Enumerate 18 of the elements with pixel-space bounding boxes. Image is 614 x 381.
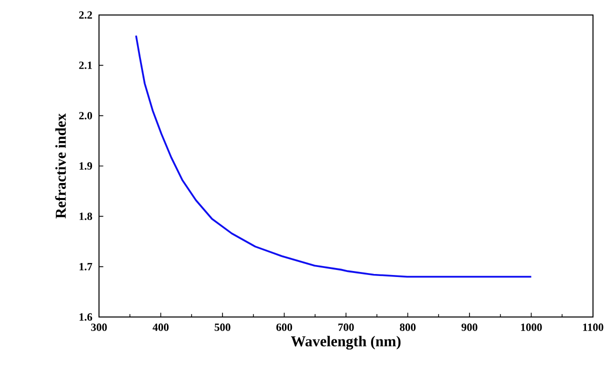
- x-tick-label: 700: [338, 324, 354, 331]
- y-tick-label: 1.9: [80, 162, 92, 170]
- y-tick-label: 2.2: [79, 11, 92, 19]
- y-tick-label: 2.0: [79, 112, 92, 120]
- x-tick-label: 900: [462, 324, 478, 331]
- y-tick-label: 1.8: [80, 212, 92, 220]
- y-tick-label: 1.6: [80, 313, 92, 321]
- x-tick-label: 1000: [521, 324, 542, 331]
- x-axis-title: Wavelength (nm): [291, 336, 401, 350]
- x-tick-label: 800: [400, 324, 416, 331]
- y-tick-label: 1.7: [80, 262, 92, 270]
- y-axis-title: Refractive index: [55, 113, 66, 218]
- x-tick-label: 600: [276, 324, 292, 331]
- x-tick-label: 1100: [583, 324, 604, 331]
- x-tick-label: 500: [214, 324, 230, 331]
- x-tick-label: 400: [152, 324, 169, 331]
- x-tick-label: 300: [91, 324, 107, 331]
- y-tick-label: 2.1: [79, 62, 92, 70]
